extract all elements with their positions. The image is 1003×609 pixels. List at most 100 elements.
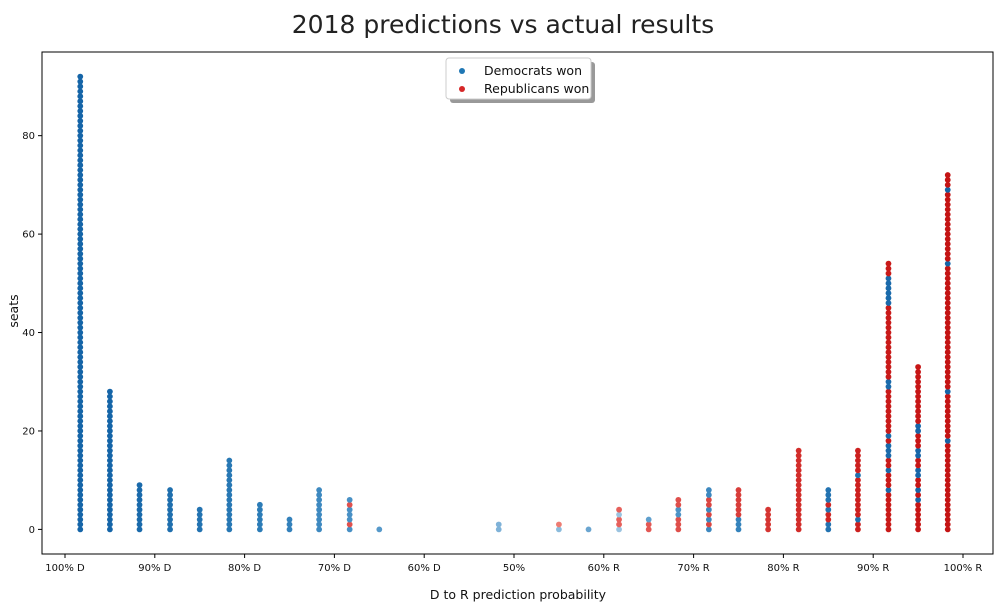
point-republican [944, 314, 951, 321]
point-democrat [77, 265, 84, 272]
point-republican [885, 265, 892, 272]
point-democrat [167, 506, 173, 513]
point-democrat [825, 506, 832, 513]
point-republican [616, 521, 622, 528]
point-democrat [77, 334, 84, 341]
point-democrat [226, 487, 233, 493]
point-republican [944, 359, 951, 365]
point-republican [705, 496, 712, 503]
point-democrat [256, 501, 263, 508]
point-republican [885, 309, 892, 316]
point-democrat [316, 506, 323, 513]
point-republican [885, 260, 892, 267]
point-democrat [915, 496, 921, 503]
point-democrat [77, 285, 84, 292]
point-republican [915, 393, 921, 400]
point-democrat [735, 526, 742, 533]
point-republican [944, 452, 951, 459]
point-republican [915, 369, 921, 375]
point-democrat [77, 319, 84, 326]
point-republican [944, 496, 951, 503]
point-republican [944, 191, 951, 198]
point-democrat [226, 516, 233, 523]
point-republican [885, 314, 892, 321]
point-republican [735, 506, 742, 513]
point-democrat [825, 487, 832, 493]
y-tick-label: 20 [22, 426, 35, 437]
x-tick-label: 70% D [318, 563, 351, 574]
point-democrat [107, 467, 113, 474]
point-republican [915, 442, 921, 449]
point-democrat [705, 487, 712, 493]
point-republican [855, 447, 861, 454]
point-democrat [915, 447, 921, 454]
point-republican [915, 501, 921, 508]
point-republican [885, 472, 892, 479]
point-republican [944, 354, 951, 361]
point-republican [705, 501, 712, 508]
point-republican [944, 423, 951, 429]
point-democrat [316, 501, 323, 508]
point-democrat [77, 349, 84, 356]
point-republican [944, 521, 951, 528]
point-democrat [77, 506, 84, 513]
point-democrat [675, 511, 682, 518]
point-democrat [107, 398, 113, 405]
point-democrat [77, 83, 84, 90]
point-republican [944, 428, 951, 434]
point-democrat [77, 408, 84, 415]
point-republican [795, 472, 802, 479]
point-democrat [107, 526, 113, 533]
point-republican [944, 398, 951, 405]
point-republican [346, 521, 353, 528]
point-democrat [77, 373, 84, 380]
point-democrat [256, 506, 263, 513]
point-democrat [915, 452, 921, 459]
point-democrat [77, 132, 84, 139]
point-republican [944, 245, 951, 252]
point-democrat [77, 393, 84, 400]
point-republican [885, 329, 892, 336]
point-republican [944, 462, 951, 469]
point-democrat [77, 487, 84, 493]
point-democrat [107, 408, 113, 415]
y-tick-label: 80 [22, 131, 35, 142]
point-republican [735, 487, 742, 493]
point-republican [795, 462, 802, 469]
point-democrat [226, 482, 233, 488]
point-democrat [107, 511, 113, 518]
point-democrat [77, 329, 84, 336]
point-democrat [556, 526, 562, 533]
chart-title: 2018 predictions vs actual results [292, 10, 714, 39]
point-democrat [226, 462, 233, 469]
point-democrat [77, 496, 84, 503]
point-democrat [77, 280, 84, 287]
point-republican [885, 492, 892, 498]
point-democrat [196, 511, 203, 518]
point-republican [885, 413, 892, 420]
point-democrat [885, 290, 892, 297]
point-democrat [107, 472, 113, 479]
point-republican [885, 319, 892, 326]
point-republican [855, 462, 861, 469]
point-democrat [107, 413, 113, 420]
point-democrat [316, 511, 323, 518]
point-republican [855, 506, 861, 513]
point-democrat [136, 492, 143, 498]
point-republican [944, 467, 951, 474]
point-republican [735, 496, 742, 503]
point-democrat [77, 309, 84, 316]
point-democrat [645, 516, 652, 523]
point-republican [675, 516, 682, 523]
point-democrat [885, 378, 892, 385]
point-democrat [316, 521, 323, 528]
point-republican [915, 432, 921, 439]
point-democrat [196, 506, 203, 513]
point-republican [944, 181, 951, 188]
point-democrat [226, 492, 233, 498]
point-republican [944, 403, 951, 410]
point-republican [915, 477, 921, 484]
point-democrat [77, 73, 84, 80]
point-democrat [107, 442, 113, 449]
